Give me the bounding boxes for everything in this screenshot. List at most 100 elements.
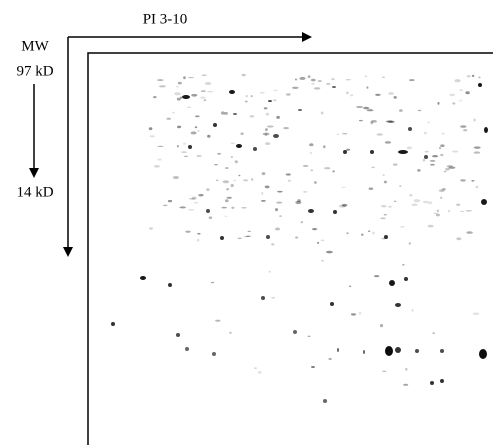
spot — [309, 143, 314, 147]
spot — [443, 170, 447, 173]
spot — [277, 190, 283, 193]
spot — [460, 210, 465, 213]
spot — [158, 85, 166, 88]
spot — [241, 73, 246, 77]
spot — [452, 102, 456, 105]
spot — [180, 96, 182, 99]
spot — [447, 210, 451, 213]
spot — [473, 146, 481, 149]
spot — [181, 151, 188, 153]
spot — [225, 167, 229, 169]
spot — [172, 111, 175, 114]
spot — [279, 215, 282, 218]
spot — [346, 91, 349, 95]
spot — [376, 133, 383, 136]
spot — [233, 113, 237, 115]
spot — [229, 331, 232, 334]
spot — [196, 154, 202, 158]
spot — [188, 77, 194, 79]
spot — [226, 196, 232, 199]
spot — [384, 235, 388, 239]
spot — [350, 313, 357, 316]
spot — [341, 186, 346, 189]
spot — [440, 144, 445, 147]
spot — [317, 80, 322, 82]
spot — [456, 237, 462, 241]
spot — [424, 155, 428, 159]
spot — [196, 238, 200, 242]
spot — [411, 203, 418, 207]
spot — [264, 133, 268, 136]
spot — [423, 131, 427, 135]
spot — [297, 199, 301, 203]
spot — [385, 346, 393, 356]
spot — [336, 133, 339, 136]
spot — [481, 199, 487, 205]
spot — [440, 349, 444, 353]
spot — [233, 179, 237, 181]
spot — [433, 212, 438, 214]
spot — [214, 164, 218, 166]
spot — [213, 123, 217, 127]
spot — [398, 150, 408, 154]
spot — [271, 243, 275, 246]
spot — [424, 150, 429, 153]
spot — [207, 90, 214, 93]
spot — [273, 89, 278, 92]
spot — [432, 155, 439, 158]
spot — [157, 145, 164, 147]
spot — [188, 198, 196, 200]
spot — [157, 158, 162, 161]
spot — [283, 127, 290, 130]
spot — [200, 90, 206, 92]
spot — [440, 379, 444, 383]
spot — [215, 179, 219, 182]
spot — [294, 78, 298, 81]
spot — [321, 259, 324, 262]
spot — [308, 209, 314, 213]
spot — [320, 111, 324, 115]
spot — [395, 347, 401, 353]
spot — [343, 150, 347, 154]
spot — [413, 199, 421, 203]
spot — [432, 332, 435, 334]
spot — [451, 150, 459, 153]
spot — [381, 237, 387, 240]
spot — [276, 201, 283, 204]
spot — [208, 216, 213, 219]
spot — [415, 349, 419, 353]
spot — [456, 203, 461, 206]
spot — [427, 201, 433, 205]
spot — [185, 347, 189, 351]
spot — [323, 399, 327, 403]
spot — [324, 167, 331, 170]
spot — [382, 370, 387, 372]
spot — [276, 115, 280, 119]
spot — [271, 296, 276, 299]
spot — [380, 217, 386, 220]
spot — [367, 230, 371, 232]
spot — [460, 179, 466, 182]
spot — [261, 172, 266, 176]
spot — [168, 283, 172, 287]
spot — [266, 235, 270, 239]
spot — [263, 107, 268, 110]
spot — [408, 242, 412, 245]
spot — [374, 275, 380, 278]
spot — [222, 180, 230, 184]
spot — [190, 131, 197, 135]
spot — [197, 232, 201, 235]
spot — [449, 93, 456, 97]
spot — [245, 95, 248, 97]
spot — [230, 156, 233, 158]
spot — [478, 83, 482, 87]
spot — [465, 210, 473, 212]
spot — [183, 142, 187, 145]
spot — [366, 86, 369, 89]
spot — [177, 81, 182, 85]
spot — [332, 170, 335, 173]
spot — [204, 81, 212, 86]
protein-spots — [111, 73, 488, 403]
spot — [166, 117, 171, 120]
